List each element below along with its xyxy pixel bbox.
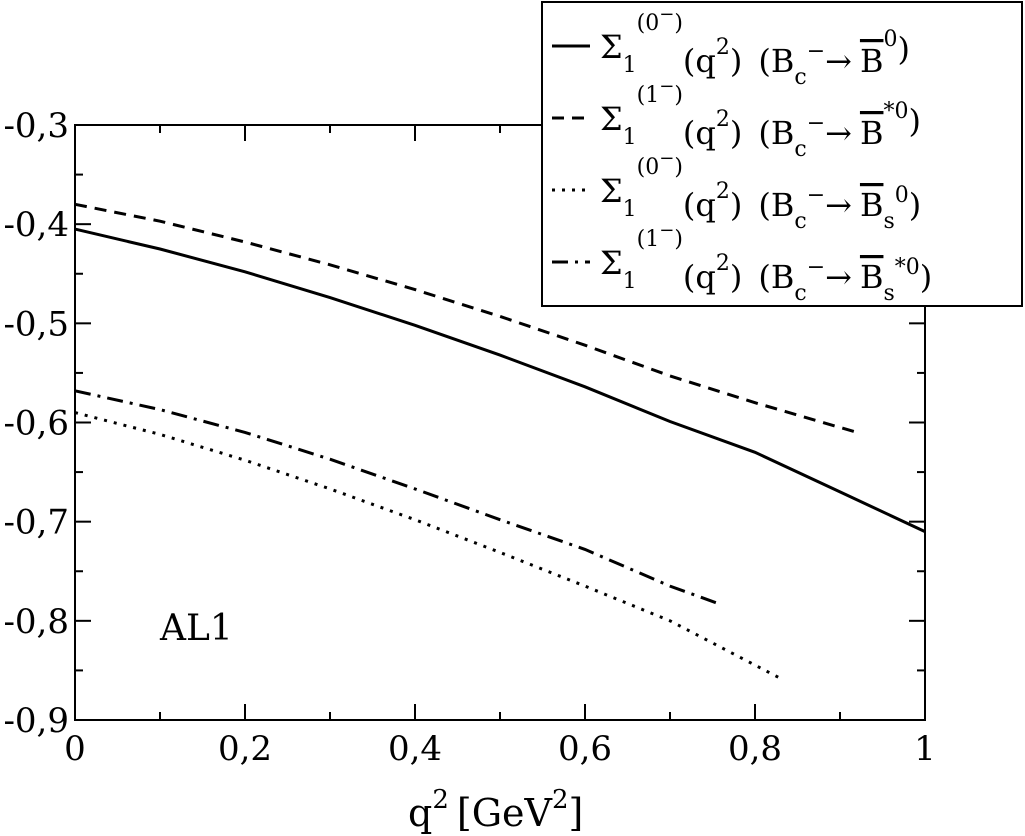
legend-q-close: ) — [730, 186, 742, 224]
y-tick-label: -0,7 — [3, 503, 69, 543]
x-axis-title: q2 [GeV2] — [408, 785, 583, 835]
legend-close: ) — [909, 186, 921, 224]
legend-sup: (0 — [637, 11, 660, 36]
legend-entry-dashed: Σ1(1−)(q2) (Bc−→ B*0) — [600, 76, 921, 162]
x-tick-label: 1 — [914, 729, 936, 769]
legend-q-sup: 2 — [716, 251, 730, 276]
series-line-solid — [74, 227, 926, 533]
x-tick-label: 0,8 — [728, 729, 782, 769]
x-tick-label: 0,4 — [388, 729, 442, 769]
legend-sup-minus: − — [659, 148, 674, 169]
legend-final-sub: s — [883, 281, 894, 306]
legend-sup-close: ) — [674, 83, 683, 108]
legend-q: (q — [683, 114, 716, 152]
legend-sup: (0 — [637, 155, 660, 180]
legend-sup-close: ) — [674, 11, 683, 36]
legend-q: (q — [683, 42, 716, 80]
y-tick-label: -0,3 — [3, 106, 69, 146]
legend-final: B — [860, 42, 884, 80]
legend-process-sup: − — [807, 183, 825, 208]
legend-sup-minus: − — [659, 76, 674, 97]
x-tick-label: 0,2 — [218, 729, 272, 769]
x-tick-label: 0 — [64, 729, 86, 769]
legend-final: B — [860, 186, 884, 224]
legend-process-open: (B — [758, 186, 794, 224]
legend-final-sub: s — [883, 209, 894, 234]
legend-symbol: Σ — [600, 28, 623, 66]
x-axis-title-unit: [GeV — [457, 791, 553, 835]
legend-process-sup: − — [807, 111, 825, 136]
legend-final-sup: *0 — [895, 255, 920, 280]
legend-sub: 1 — [623, 53, 637, 78]
x-axis-title-sup: 2 — [432, 785, 449, 815]
legend-process-sub: c — [794, 209, 806, 234]
legend-q-sup: 2 — [716, 35, 730, 60]
legend-entry-solid: Σ1(0−)(q2) (Bc−→ B0) — [600, 4, 910, 90]
x-axis-title-unit-sup: 2 — [552, 785, 569, 815]
legend: Σ1(0−)(q2) (Bc−→ B0)Σ1(1−)(q2) (Bc−→ B*0)Σ1(… — [541, 1, 1023, 307]
legend-arrow: → — [825, 258, 852, 296]
legend-final-sup: 0 — [895, 183, 909, 208]
legend-sup-minus: − — [659, 220, 674, 241]
legend-sup: (1 — [637, 83, 660, 108]
legend-sub: 1 — [623, 269, 637, 294]
tick-labels: 0 0,2 0,4 0,6 0,8 1 -0,3 -0,4 -0,5 -0,6 -0,7 -0,8 -0… — [3, 106, 935, 769]
legend-symbol: Σ — [600, 244, 623, 282]
legend-q-sup: 2 — [716, 179, 730, 204]
legend-q-close: ) — [730, 258, 742, 296]
legend-process-sub: c — [794, 281, 806, 306]
series-lines — [74, 202, 926, 680]
legend-sup: (1 — [637, 227, 660, 252]
legend-symbol: Σ — [600, 100, 623, 138]
y-tick-label: -0,6 — [3, 404, 69, 444]
legend-q: (q — [683, 186, 716, 224]
y-tick-label: -0,8 — [3, 602, 69, 642]
legend-box — [541, 1, 1023, 307]
legend-q: (q — [683, 258, 716, 296]
legend-q-sup: 2 — [716, 107, 730, 132]
legend-sup-minus: − — [659, 4, 674, 25]
series-line-dashed — [74, 202, 858, 434]
legend-q-close: ) — [730, 114, 742, 152]
y-tick-label: -0,5 — [3, 304, 69, 344]
legend-sub: 1 — [623, 197, 637, 222]
legend-arrow: → — [825, 42, 852, 80]
series-line-dotted — [74, 411, 782, 680]
x-tick-label: 0,6 — [558, 729, 612, 769]
legend-process-open: (B — [758, 42, 794, 80]
legend-process-open: (B — [758, 258, 794, 296]
x-axis-title-unit-close: ] — [569, 791, 584, 835]
legend-sup-close: ) — [674, 155, 683, 180]
annotation-al1: AL1 — [159, 608, 233, 649]
legend-final: B — [860, 258, 884, 296]
legend-process-sup: − — [807, 255, 825, 280]
legend-arrow: → — [825, 114, 852, 152]
legend-q-close: ) — [730, 42, 742, 80]
x-axis-title-var: q — [408, 791, 432, 835]
series-line-dashdot — [74, 389, 718, 605]
legend-process-sub: c — [794, 65, 806, 90]
legend-arrow: → — [825, 186, 852, 224]
legend-close: ) — [920, 258, 932, 296]
legend-symbol: Σ — [600, 172, 623, 210]
legend-process-sub: c — [794, 137, 806, 162]
legend-final-sup: 0 — [883, 27, 897, 52]
legend-final-sup: *0 — [883, 99, 908, 124]
legend-entry-dotted: Σ1(0−)(q2) (Bc−→ Bs0) — [600, 148, 921, 234]
y-tick-label: -0,4 — [3, 205, 69, 245]
legend-process-sup: − — [807, 39, 825, 64]
legend-sup-close: ) — [674, 227, 683, 252]
legend-close: ) — [908, 102, 920, 140]
y-tick-label: -0,9 — [3, 701, 69, 741]
legend-sub: 1 — [623, 125, 637, 150]
legend-process-open: (B — [758, 114, 794, 152]
legend-close: ) — [897, 30, 909, 68]
legend-entry-dashdot: Σ1(1−)(q2) (Bc−→ Bs*0) — [600, 220, 932, 306]
legend-final: B — [860, 114, 884, 152]
